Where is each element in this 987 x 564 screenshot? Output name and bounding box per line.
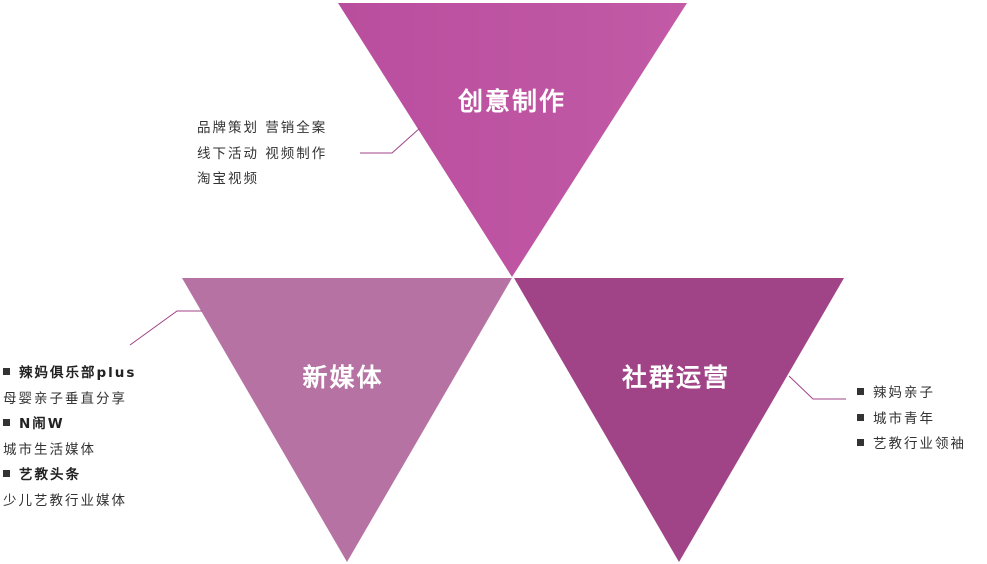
community-item: 艺教行业领袖 bbox=[857, 432, 966, 458]
triangle-left bbox=[182, 278, 512, 562]
top-service-line: 淘宝视频 bbox=[197, 171, 259, 187]
triangle-top-title: 创意制作 bbox=[457, 87, 566, 116]
community-item: 辣妈亲子 bbox=[857, 381, 966, 407]
top-service-line: 线下活动 视频制作 bbox=[197, 145, 328, 162]
media-item-title: N闹W bbox=[3, 412, 136, 438]
media-item-desc: 母婴亲子垂直分享 bbox=[3, 390, 127, 407]
square-bullet-icon bbox=[3, 368, 10, 375]
media-item-title: 辣妈俱乐部plus bbox=[3, 361, 136, 387]
triangle-right-title: 社群运营 bbox=[622, 363, 730, 392]
media-item-desc: 少儿艺教行业媒体 bbox=[3, 492, 127, 509]
square-bullet-icon bbox=[857, 388, 864, 395]
left-media-block: 辣妈俱乐部plus 母婴亲子垂直分享 N闹W 城市生活媒体 艺教头条 少儿艺教行… bbox=[3, 361, 136, 514]
connector-left bbox=[129, 310, 202, 346]
triangle-right bbox=[514, 278, 844, 562]
media-item-title: 艺教头条 bbox=[3, 463, 136, 489]
square-bullet-icon bbox=[857, 439, 864, 446]
triangle-top bbox=[338, 3, 687, 277]
triangle-left-title: 新媒体 bbox=[302, 363, 383, 392]
top-service-line: 品牌策划 营销全案 bbox=[197, 120, 328, 136]
community-item: 城市青年 bbox=[857, 407, 966, 433]
connector-right bbox=[788, 375, 846, 400]
media-item-desc: 城市生活媒体 bbox=[3, 441, 96, 458]
right-community-block: 辣妈亲子 城市青年 艺教行业领袖 bbox=[857, 381, 966, 458]
top-services-block: 品牌策划 营销全案 线下活动 视频制作 淘宝视频 bbox=[197, 116, 327, 193]
square-bullet-icon bbox=[3, 470, 10, 477]
connector-top bbox=[360, 127, 421, 154]
square-bullet-icon bbox=[857, 413, 864, 421]
square-bullet-icon bbox=[3, 419, 10, 426]
